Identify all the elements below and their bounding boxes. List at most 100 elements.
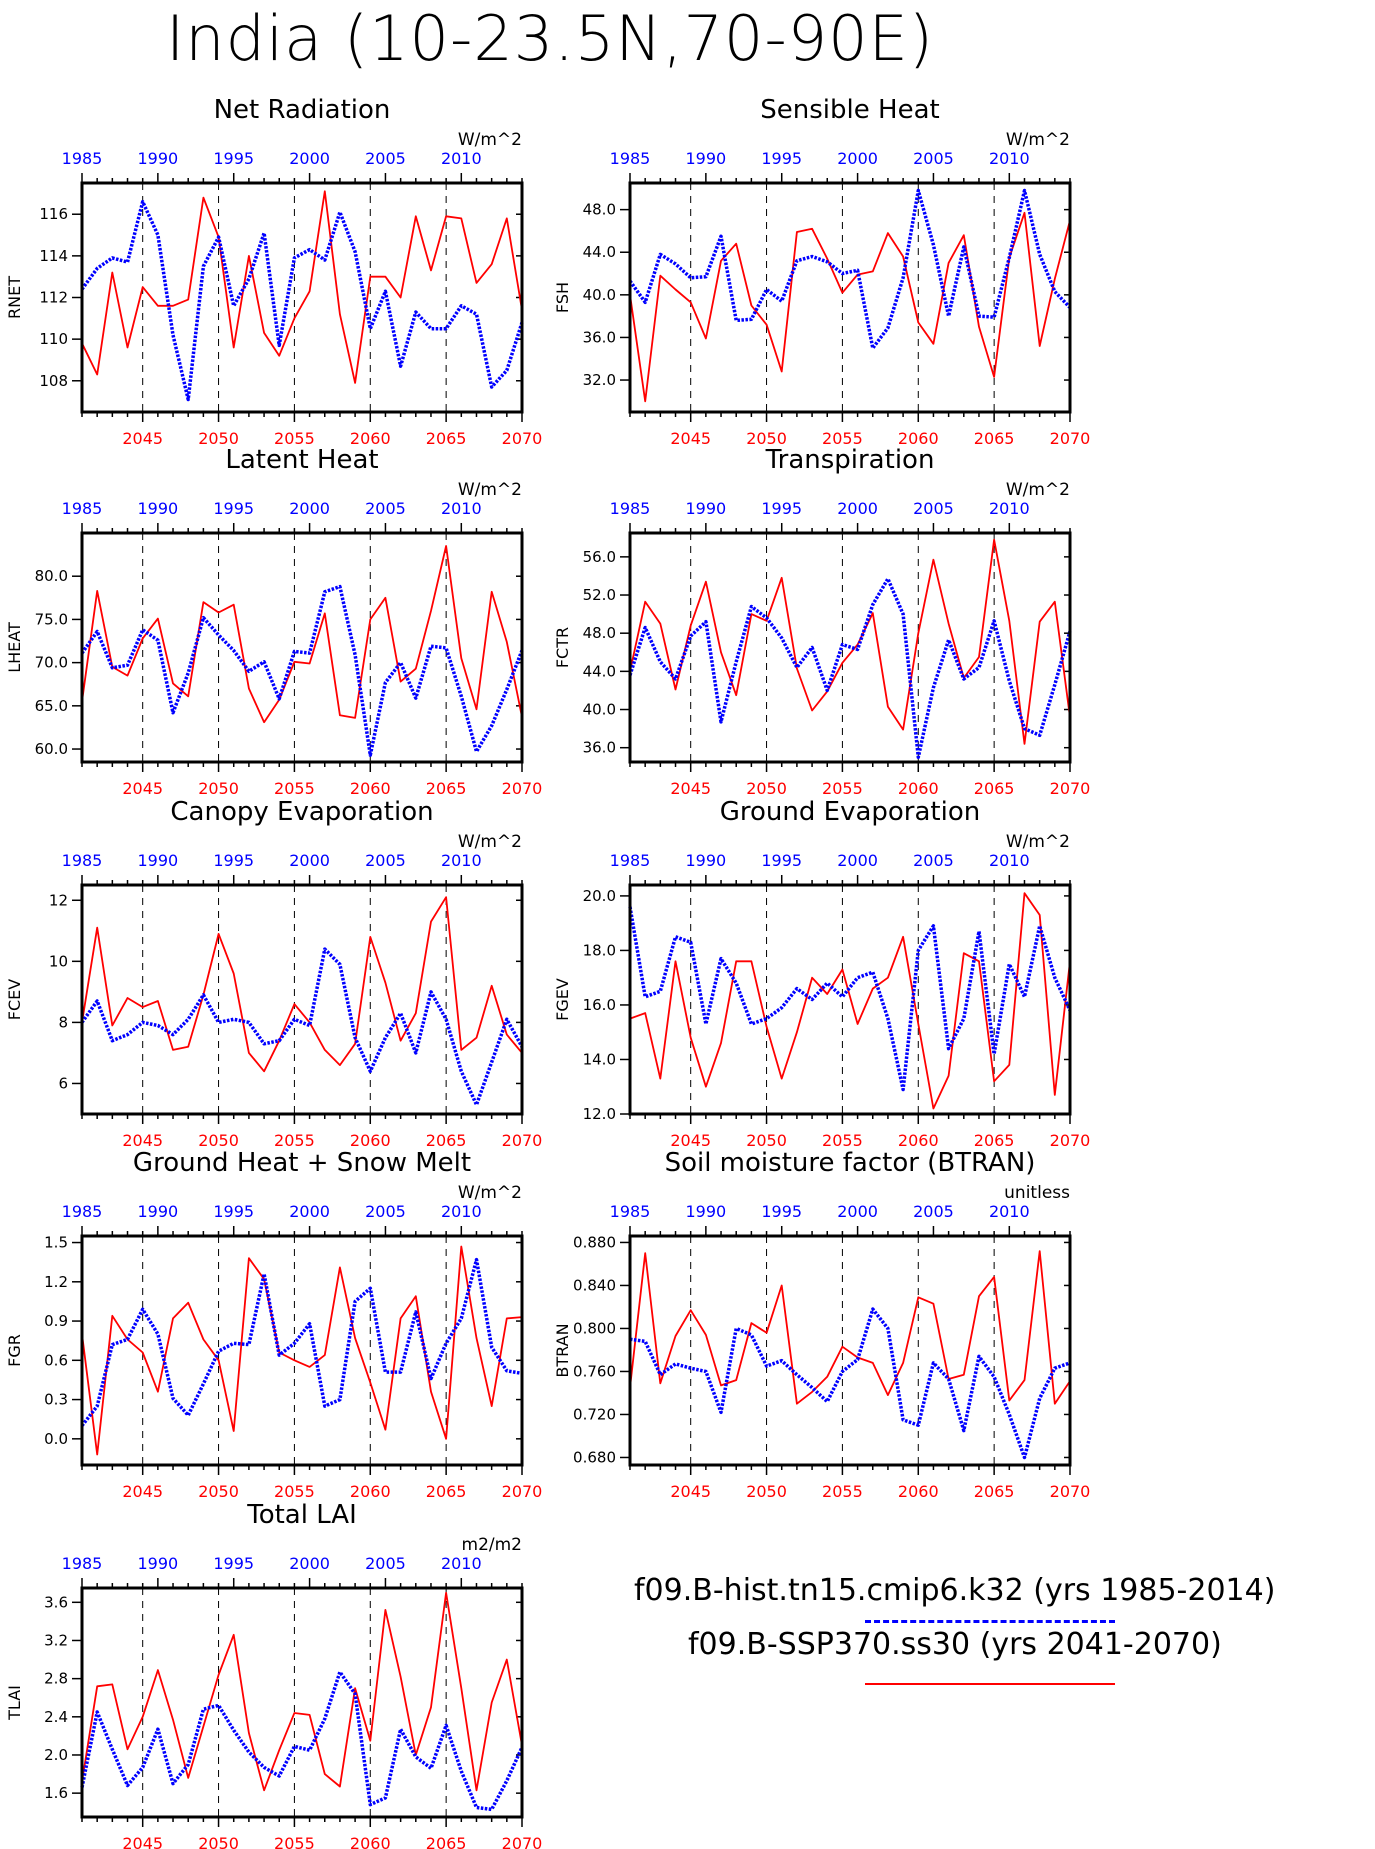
y-tick-label: 3.6: [44, 1593, 68, 1611]
x-tick-label-top: 1995: [761, 851, 802, 870]
y-tick-label: 0.0: [44, 1430, 68, 1448]
x-tick-label-top: 2000: [289, 1554, 330, 1573]
y-axis-label: RNET: [5, 276, 24, 319]
series-line-future: [81, 896, 523, 1073]
panel-units: W/m^2: [1006, 480, 1070, 500]
panel-units: m2/m2: [462, 1535, 522, 1555]
x-tick-label-top: 2000: [837, 499, 878, 518]
x-tick-label-bottom: 2055: [822, 779, 863, 798]
y-tick-label: 0.9: [44, 1312, 68, 1330]
x-tick-label-top: 1990: [138, 1554, 179, 1573]
y-tick-label: 2.0: [44, 1746, 68, 1764]
y-tick-label: 60.0: [35, 740, 68, 758]
x-tick-label-bottom: 2060: [350, 779, 391, 798]
x-tick-label-bottom: 2055: [274, 1834, 315, 1849]
x-tick-label-top: 2005: [365, 499, 406, 518]
panel-units: W/m^2: [458, 130, 522, 150]
x-tick-label-bottom: 2070: [1050, 429, 1091, 448]
legend-future-label: f09.B-SSP370.ss30 (yrs 2041-2070): [688, 1627, 1222, 1662]
x-tick-label-top: 1990: [138, 499, 179, 518]
x-tick-label-top: 1990: [138, 1202, 179, 1221]
x-tick-label-top: 1990: [138, 851, 179, 870]
x-tick-label-bottom: 2045: [122, 1131, 163, 1150]
y-axis-label: LHEAT: [5, 622, 24, 673]
panel-btran: Soil moisture factor (BTRAN) unitless 2045…: [553, 1148, 1090, 1501]
series-line-hist: [80, 1670, 524, 1812]
x-tick-label-bottom: 2050: [198, 429, 239, 448]
panel-title: Net Radiation: [214, 95, 391, 125]
x-tick-label-top: 2010: [989, 499, 1030, 518]
x-tick-label-bottom: 2060: [898, 1131, 939, 1150]
x-tick-label-top: 2010: [441, 1202, 482, 1221]
x-tick-label-bottom: 2070: [502, 1482, 543, 1501]
y-tick-label: 0.680: [573, 1448, 616, 1466]
x-tick-label-bottom: 2070: [502, 1131, 543, 1150]
x-tick-label-top: 1995: [213, 851, 254, 870]
panel-title: Total LAI: [246, 1500, 357, 1530]
x-tick-label-bottom: 2045: [122, 1482, 163, 1501]
x-tick-label-top: 2000: [289, 851, 330, 870]
legend-hist-label: f09.B-hist.tn15.cmip6.k32 (yrs 1985-2014…: [634, 1573, 1276, 1608]
x-tick-label-top: 1995: [761, 1202, 802, 1221]
x-tick-label-top: 2005: [913, 851, 954, 870]
x-tick-label-top: 1995: [213, 499, 254, 518]
panel-units: W/m^2: [458, 480, 522, 500]
panel-units: W/m^2: [458, 832, 522, 852]
x-tick-label-bottom: 2050: [198, 1834, 239, 1849]
y-tick-label: 112: [39, 289, 68, 307]
series-line-future: [629, 1250, 1071, 1405]
series-line-hist: [80, 584, 524, 757]
x-tick-label-top: 1985: [62, 851, 103, 870]
y-tick-label: 75.0: [35, 610, 68, 628]
y-tick-label: 70.0: [35, 654, 68, 672]
x-tick-label-bottom: 2060: [350, 1834, 391, 1849]
x-tick-label-bottom: 2045: [670, 429, 711, 448]
plot-frame: [80, 883, 524, 1116]
x-tick-label-bottom: 2070: [1050, 1131, 1091, 1150]
x-tick-label-top: 1990: [686, 149, 727, 168]
x-tick-label-bottom: 2055: [822, 429, 863, 448]
x-tick-label-bottom: 2050: [746, 429, 787, 448]
x-tick-label-bottom: 2045: [670, 1482, 711, 1501]
x-tick-label-bottom: 2060: [350, 429, 391, 448]
x-tick-label-top: 1985: [62, 1202, 103, 1221]
x-tick-label-top: 1985: [62, 1554, 103, 1573]
x-tick-label-bottom: 2065: [426, 779, 467, 798]
y-tick-label: 14.0: [583, 1050, 616, 1068]
x-tick-label-top: 1985: [62, 149, 103, 168]
y-tick-label: 80.0: [35, 567, 68, 585]
x-tick-label-top: 2005: [913, 1202, 954, 1221]
panel-title: Ground Evaporation: [720, 797, 980, 827]
y-tick-label: 32.0: [583, 371, 616, 389]
plot-frame: [80, 531, 524, 764]
panel-title: Latent Heat: [225, 445, 378, 475]
y-tick-label: 1.5: [44, 1234, 68, 1252]
x-tick-label-top: 2005: [913, 149, 954, 168]
y-axis-label: FSH: [553, 282, 572, 313]
x-tick-label-top: 2005: [365, 1554, 406, 1573]
x-tick-label-bottom: 2060: [350, 1482, 391, 1501]
y-tick-label: 0.760: [573, 1362, 616, 1380]
panel-fgev: Ground Evaporation W/m^2 2045 2050 2055 2060 2…: [553, 797, 1090, 1150]
series-line-future: [629, 211, 1071, 403]
x-tick-label-bottom: 2065: [426, 1482, 467, 1501]
x-tick-label-top: 1995: [213, 149, 254, 168]
panel-tlai: Total LAI m2/m2 2045 2050 2055 2060 2065 2070 19…: [5, 1500, 542, 1849]
panel-units: W/m^2: [1006, 832, 1070, 852]
x-tick-label-bottom: 2045: [670, 779, 711, 798]
series-line-future: [81, 1591, 523, 1792]
x-tick-label-bottom: 2055: [822, 1482, 863, 1501]
plot-frame: [80, 1586, 524, 1819]
y-tick-label: 20.0: [583, 887, 616, 905]
series-line-future: [81, 1245, 523, 1456]
x-tick-label-top: 1985: [610, 149, 651, 168]
x-tick-label-bottom: 2065: [974, 779, 1015, 798]
y-tick-label: 0.3: [44, 1391, 68, 1409]
series-line-hist: [628, 906, 1072, 1092]
panel-units: unitless: [1004, 1183, 1070, 1203]
panel-title: Transpiration: [765, 445, 935, 475]
y-axis-label: FGR: [5, 1334, 24, 1367]
x-tick-label-top: 2005: [365, 149, 406, 168]
x-tick-label-top: 2000: [837, 149, 878, 168]
y-tick-label: 1.2: [44, 1273, 68, 1291]
